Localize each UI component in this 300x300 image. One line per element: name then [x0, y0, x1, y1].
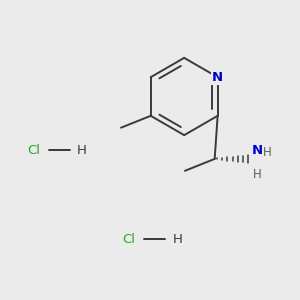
Text: H: H	[172, 233, 182, 246]
Text: N: N	[252, 144, 263, 158]
Text: H: H	[77, 143, 87, 157]
Text: H: H	[263, 146, 272, 159]
Text: Cl: Cl	[27, 143, 40, 157]
Text: H: H	[253, 168, 262, 181]
Text: N: N	[212, 71, 223, 84]
Text: Cl: Cl	[122, 233, 135, 246]
